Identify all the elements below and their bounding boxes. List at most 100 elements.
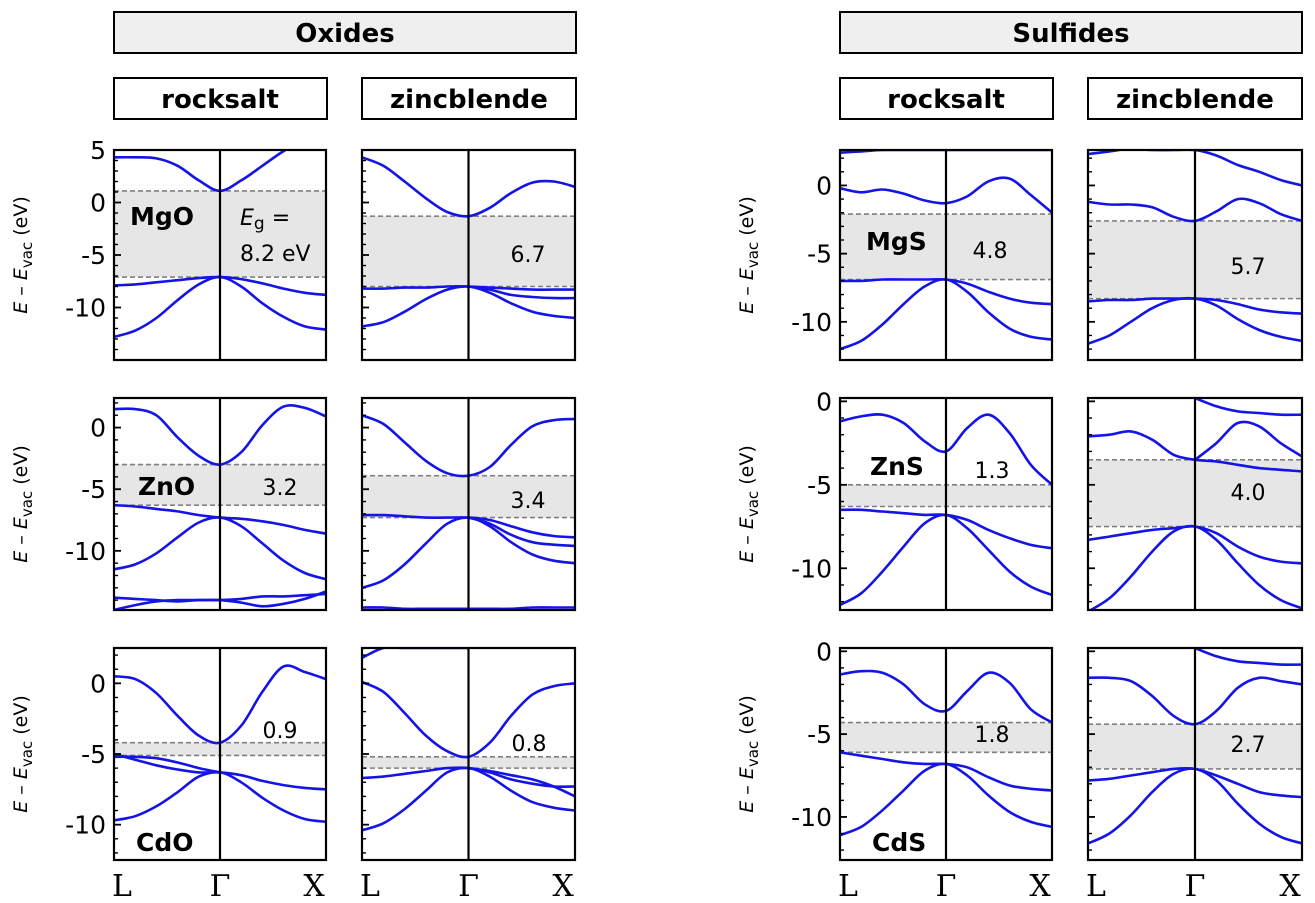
y-axis-label-evac: E: [10, 517, 32, 529]
y-axis-label: E – Evac (eV): [736, 196, 762, 314]
gap-value-label: 6.7: [511, 243, 546, 268]
y-axis-label-dash: –: [736, 779, 758, 801]
group-title-sulfides: Sulfides: [1012, 19, 1129, 49]
group-header-sulfides: Sulfides: [839, 11, 1303, 54]
band-line-3: [114, 755, 221, 774]
structure-header-oxides-rocksalt: rocksalt: [113, 77, 328, 120]
y-tick-label: 0: [816, 637, 832, 666]
structure-label: zincblende: [390, 85, 548, 115]
y-axis-label-dash: –: [10, 529, 32, 551]
eg-label-eq: =: [265, 206, 290, 231]
kpoint-label: X: [552, 869, 574, 903]
y-axis-label-e: E: [736, 302, 758, 314]
y-axis-label-dash: –: [10, 779, 32, 801]
y-tick-label: 0: [90, 669, 106, 698]
material-label: MgS: [866, 227, 927, 256]
band-line-3: [468, 516, 575, 548]
y-axis-label-unit: (eV): [10, 196, 32, 242]
band-panel-7: 4.0: [1086, 396, 1304, 612]
y-axis-label-vac: vac: [744, 242, 762, 268]
gap-value-label: 3.2: [263, 476, 298, 501]
structure-label: rocksalt: [161, 85, 279, 115]
y-ticks: [840, 400, 847, 603]
y-ticks: [840, 157, 847, 350]
group-title-oxides: Oxides: [295, 19, 395, 49]
y-axis-label-vac: vac: [18, 741, 36, 767]
material-label: ZnO: [138, 472, 195, 501]
panel-frame: [838, 646, 1054, 862]
gap-value-label: 2.7: [1231, 733, 1266, 758]
y-axis-label-unit: (eV): [10, 695, 32, 741]
group-header-oxides: Oxides: [113, 11, 577, 54]
y-tick-label: -5: [81, 241, 106, 270]
y-axis-label-vac: vac: [744, 491, 762, 517]
y-tick-label: -5: [81, 740, 106, 769]
band-line-3: [468, 285, 575, 300]
y-tick-label: 0: [816, 171, 832, 200]
y-axis-label-evac: E: [736, 268, 758, 280]
y-ticks: [1088, 650, 1095, 851]
band-line-4: [468, 766, 575, 798]
gap-value-label: 4.0: [1231, 481, 1266, 506]
eg-label: Eg =: [240, 206, 290, 234]
band-panel-4: 0 -5 -10 E – Evac (eV) ZnO 3.2: [10, 396, 328, 612]
y-ticks: [114, 149, 121, 361]
kpoint-label: L: [1086, 869, 1106, 903]
y-tick-label: -10: [65, 537, 106, 566]
material-label: ZnS: [870, 452, 924, 481]
y-tick-label: -5: [807, 471, 832, 500]
y-tick-label: -5: [807, 720, 832, 749]
band-line-0: [1088, 150, 1302, 187]
kpoint-label: X: [1279, 869, 1301, 903]
eg-label-sub: g: [254, 214, 265, 234]
y-axis-label: E – Evac (eV): [736, 695, 762, 813]
y-axis-label-evac: E: [736, 517, 758, 529]
y-tick-label: -10: [791, 554, 832, 583]
panel-frame: [112, 396, 328, 612]
gap-value-label: 8.2 eV: [240, 242, 311, 267]
y-ticks: [114, 654, 121, 854]
y-axis-label-e: E: [10, 302, 32, 314]
kpoint-label: L: [112, 869, 132, 903]
gap-value-label: 5.7: [1231, 255, 1266, 280]
y-axis-label-unit: (eV): [10, 445, 32, 491]
y-ticks: [362, 402, 369, 601]
y-tick-label: 5: [90, 136, 106, 165]
y-tick-label: 0: [90, 414, 106, 443]
y-axis-label-e: E: [736, 551, 758, 563]
panel-frame: [838, 396, 1054, 612]
y-axis-label-dash: –: [736, 280, 758, 302]
y-ticks: [362, 654, 369, 854]
gap-value-label: 0.8: [512, 732, 547, 757]
y-axis-label: E – Evac (eV): [10, 695, 36, 813]
band-line-0: [1194, 420, 1302, 461]
y-axis-label-evac: E: [10, 268, 32, 280]
band-panel-10: 0 -5 -10 E – Evac (eV) CdS 1.8: [736, 637, 1054, 862]
y-tick-label: 0: [90, 189, 106, 218]
material-label: CdO: [136, 828, 194, 857]
y-axis-label-unit: (eV): [736, 695, 758, 741]
kpoint-label: Γ: [936, 869, 957, 903]
y-ticks: [362, 149, 369, 361]
y-axis-label-unit: (eV): [736, 445, 758, 491]
gap-value-label: 0.9: [263, 719, 298, 744]
band-panel-8: 0 -5 -10 E – Evac (eV) CdO 0.9: [10, 646, 328, 862]
y-tick-label: -10: [65, 294, 106, 323]
kpoint-label: Γ: [210, 869, 231, 903]
y-axis-label: E – Evac (eV): [10, 196, 36, 314]
panel-frame: [360, 396, 577, 612]
band-panel-9: 0.8: [360, 646, 577, 862]
y-tick-label: -5: [81, 475, 106, 504]
panel-frame: [1086, 646, 1304, 862]
kpoint-label: Γ: [1185, 869, 1206, 903]
band-line-4: [1194, 398, 1302, 417]
y-ticks: [1088, 400, 1095, 603]
panel-frame: [1086, 396, 1304, 612]
structure-label: zincblende: [1116, 85, 1274, 115]
y-axis-label-evac: E: [736, 767, 758, 779]
structure-header-sulfides-zincblende: zincblende: [1087, 77, 1303, 120]
y-tick-label: -10: [65, 811, 106, 840]
y-axis-label-e: E: [10, 551, 32, 563]
band-panel-11: 2.7: [1086, 646, 1304, 862]
y-axis-label-vac: vac: [18, 491, 36, 517]
